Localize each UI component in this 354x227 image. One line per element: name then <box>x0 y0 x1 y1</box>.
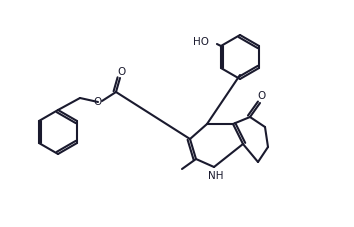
Text: O: O <box>94 97 102 107</box>
Text: O: O <box>117 67 125 77</box>
Text: O: O <box>257 91 265 101</box>
Text: HO: HO <box>193 37 209 47</box>
Text: NH: NH <box>208 171 224 181</box>
